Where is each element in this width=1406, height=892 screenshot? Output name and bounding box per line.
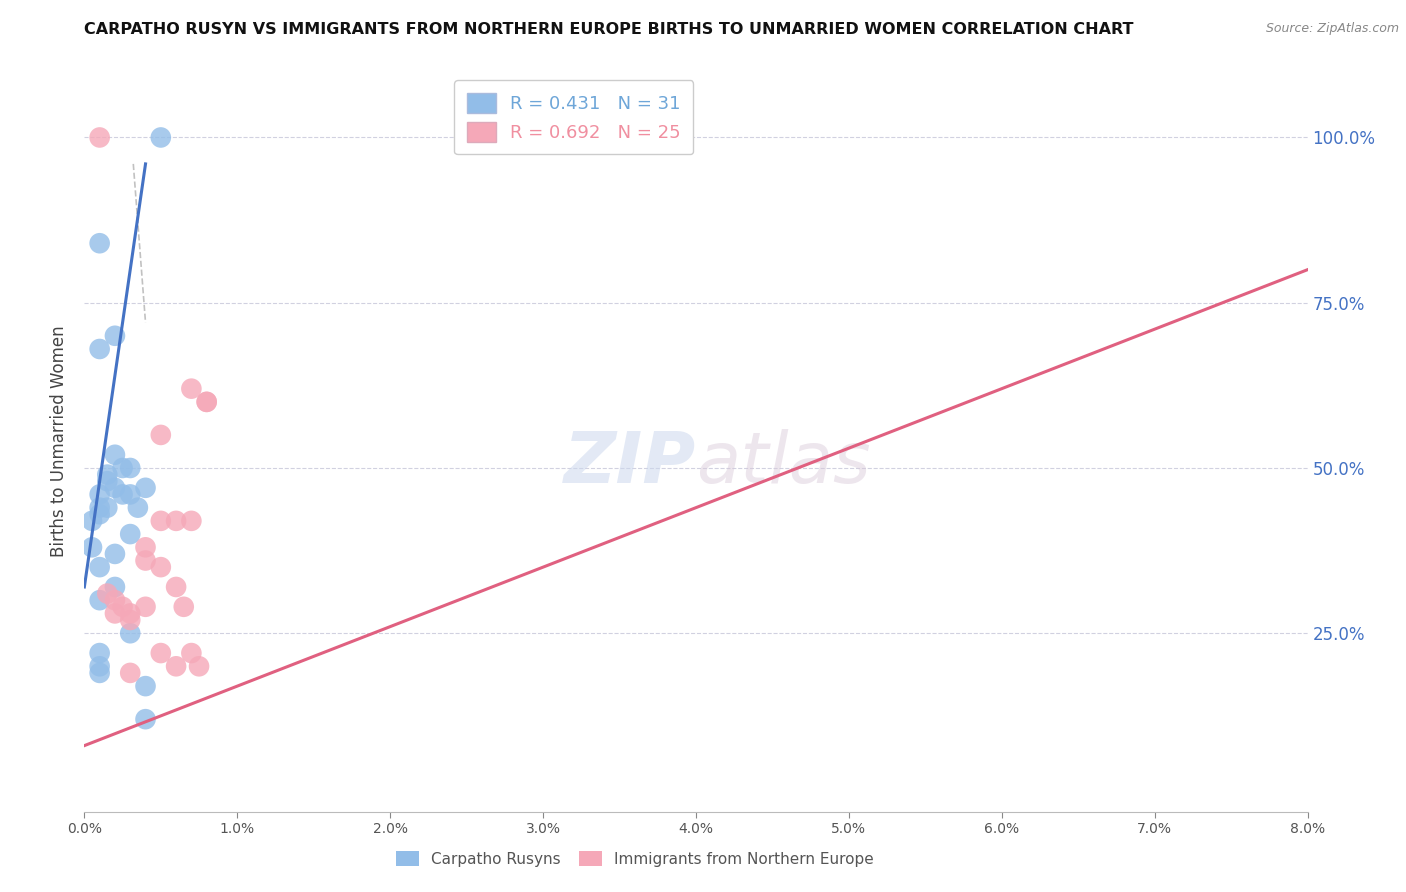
Point [104, 593, 127, 607]
Point [180, 382, 202, 396]
Point [89, 659, 111, 673]
Point [89, 236, 111, 251]
Text: CARPATHO RUSYN VS IMMIGRANTS FROM NORTHERN EUROPE BIRTHS TO UNMARRIED WOMEN CORR: CARPATHO RUSYN VS IMMIGRANTS FROM NORTHE… [84, 22, 1133, 37]
Point [195, 395, 218, 409]
Text: ZIP: ZIP [564, 429, 696, 499]
Point [89, 130, 111, 145]
Text: Source: ZipAtlas.com: Source: ZipAtlas.com [1265, 22, 1399, 36]
Point [135, 599, 157, 614]
Point [104, 481, 127, 495]
Point [120, 607, 142, 621]
Point [104, 580, 127, 594]
Point [180, 646, 202, 660]
Point [104, 328, 127, 343]
Point [89, 487, 111, 501]
Text: atlas: atlas [696, 429, 870, 499]
Point [80, 541, 103, 555]
Point [89, 508, 111, 522]
Point [96, 500, 118, 515]
Point [111, 461, 134, 475]
Point [120, 461, 142, 475]
Point [104, 547, 127, 561]
Point [165, 659, 187, 673]
Point [96, 474, 118, 488]
Point [149, 428, 172, 442]
Point [120, 487, 142, 501]
Point [89, 500, 111, 515]
Point [135, 481, 157, 495]
Point [104, 448, 127, 462]
Point [173, 599, 195, 614]
Point [120, 626, 142, 640]
Point [135, 679, 157, 693]
Point [120, 527, 142, 541]
Point [135, 541, 157, 555]
Point [80, 514, 103, 528]
Point [180, 514, 202, 528]
Point [89, 342, 111, 356]
Point [111, 487, 134, 501]
Point [149, 514, 172, 528]
Point [149, 560, 172, 574]
Point [96, 467, 118, 482]
Point [188, 659, 211, 673]
Point [89, 593, 111, 607]
Legend: Carpatho Rusyns, Immigrants from Northern Europe: Carpatho Rusyns, Immigrants from Norther… [388, 843, 882, 874]
Point [120, 665, 142, 680]
Point [89, 665, 111, 680]
Point [149, 130, 172, 145]
Point [149, 646, 172, 660]
Point [89, 560, 111, 574]
Point [111, 599, 134, 614]
Point [165, 580, 187, 594]
Point [135, 553, 157, 567]
Y-axis label: Births to Unmarried Women: Births to Unmarried Women [51, 326, 69, 558]
Point [104, 607, 127, 621]
Point [127, 500, 149, 515]
Point [195, 395, 218, 409]
Point [96, 586, 118, 600]
Point [135, 712, 157, 726]
Point [120, 613, 142, 627]
Point [165, 514, 187, 528]
Point [89, 646, 111, 660]
